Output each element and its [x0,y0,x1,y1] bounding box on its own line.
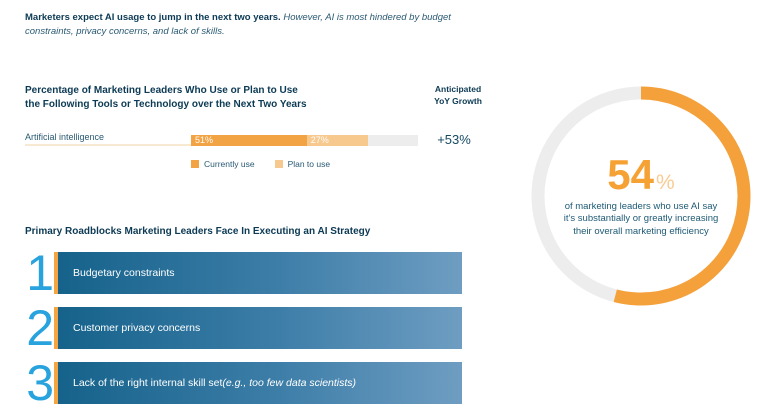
legend-item-plan-to-use: Plan to use [274,159,331,169]
roadblock-label-3: Lack of the right internal skill set [73,377,223,389]
donut-value-unit: % [656,170,675,194]
usage-chart-title-line2: the Following Tools or Technology over t… [25,99,307,110]
roadblock-label-italic-3: (e.g., too few data scientists) [222,377,357,389]
roadblock-row-3: 3 Lack of the right internal skill set (… [25,355,462,411]
donut-value-number: 54 [607,150,655,198]
currently-use-swatch-icon [191,160,199,168]
donut-arc [531,86,751,306]
roadblocks-title: Primary Roadblocks Marketing Leaders Fac… [25,226,371,237]
legend-label-plan-to-use: Plan to use [287,159,331,169]
bar-segment-currently-use: 51% [191,135,307,146]
bar-segment-remainder [368,135,418,146]
roadblock-row-2: 2 Customer privacy concerns [25,300,462,356]
legend: Currently use Plan to use [191,159,490,169]
donut-value: 54% [607,150,675,198]
roadblock-bar-3: Lack of the right internal skill set (e.… [54,362,462,404]
roadblock-label-2: Customer privacy concerns [73,322,201,334]
donut-caption-line2: it’s substantially or greatly increasing [563,213,719,225]
donut-ring [531,86,751,306]
growth-column-header: Anticipated YoY Growth [434,84,482,106]
stacked-bar: 51% 27% [191,135,418,146]
roadblock-rank-1: 1 [26,245,54,301]
usage-chart-title-line1: Percentage of Marketing Leaders Who Use … [25,85,298,96]
bar-segment-plan-to-use: 27% [306,135,369,146]
bar-segment-plan-to-use-value: 27% [310,135,329,145]
legend-label-currently-use: Currently use [204,159,255,169]
donut-caption: of marketing leaders who use AI say it’s … [564,201,719,239]
usage-chart-title: Percentage of Marketing Leaders Who Use … [25,84,343,112]
roadblocks-section: Primary Roadblocks Marketing Leaders Fac… [25,226,462,415]
category-label: Artificial intelligence [25,131,191,146]
usage-chart-header: Percentage of Marketing Leaders Who Use … [25,84,490,112]
donut-center: 54% of marketing leaders who use AI say i… [531,86,751,306]
roadblock-bar-2: Customer privacy concerns [54,307,462,349]
bar-segment-currently-use-value: 51% [195,135,214,145]
intro-text: Marketers expect AI usage to jump in the… [25,11,477,40]
roadblock-bar-1: Budgetary constraints [54,252,462,294]
usage-chart-row: Artificial intelligence 51% 27% +53% [25,131,490,146]
intro-bold-text: Marketers expect AI usage to jump in the… [25,12,281,23]
roadblock-rank-3: 3 [26,355,54,411]
usage-chart-section: Percentage of Marketing Leaders Who Use … [25,84,490,169]
donut-caption-line3: their overall marketing efficiency [573,225,709,237]
roadblock-label-1: Budgetary constraints [73,267,175,279]
donut-caption-line1: of marketing leaders who use AI say [564,200,718,212]
plan-to-use-swatch-icon [274,160,283,168]
legend-item-currently-use: Currently use [191,159,255,169]
roadblock-row-1: 1 Budgetary constraints [25,245,462,301]
intro-italic-text: However, AI is most hindered by budget c… [25,12,451,38]
growth-value: +53% [437,132,471,147]
roadblock-rank-2: 2 [26,300,54,356]
donut-chart: 54% of marketing leaders who use AI say i… [531,86,751,306]
